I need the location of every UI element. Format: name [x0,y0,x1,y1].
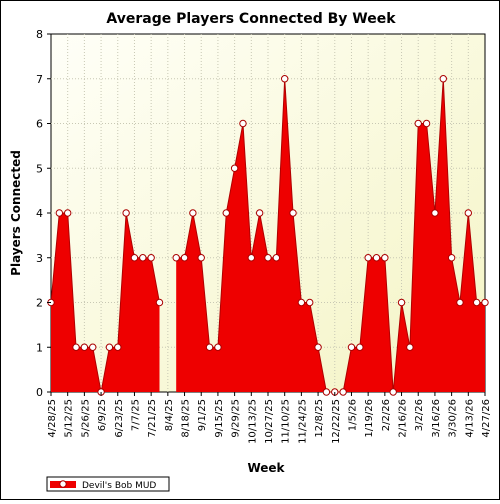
x-tick-label: 6/23/25 [114,399,125,438]
data-point [306,298,314,307]
data-point [322,388,331,396]
data-point [297,298,306,307]
series-line [176,78,485,393]
data-point [431,209,439,217]
data-point [239,119,247,128]
data-point [356,343,364,351]
data-point [155,298,164,307]
x-tick-label: 4/13/26 [464,399,475,438]
data-point [339,388,347,396]
x-tick-label: 9/1/25 [197,399,208,431]
x-tick-label: 5/12/25 [64,399,75,438]
x-tick-label: 12/22/25 [331,399,342,444]
data-point [364,254,372,262]
x-tick-label: 11/10/25 [281,399,292,444]
data-point [122,209,130,217]
x-tick-label: 10/27/25 [264,399,275,444]
data-point [205,343,214,351]
y-tick-label: 7 [36,73,43,86]
data-point [406,343,414,351]
y-tick-label: 4 [36,207,43,220]
x-tick-label: 3/16/26 [431,399,442,438]
x-tick-label: 3/2/26 [414,399,425,431]
data-point [481,298,489,307]
y-tick-label: 5 [36,162,43,175]
x-tick-label: 2/2/26 [381,399,392,431]
y-tick-label: 1 [36,341,43,354]
data-point [372,254,381,262]
data-point [280,75,289,83]
data-point [147,254,155,262]
x-tick-label: 9/15/25 [214,399,225,438]
x-tick-label: 6/9/25 [97,399,108,431]
x-tick-label: 1/5/26 [347,399,358,431]
x-tick-label: 4/27/26 [481,399,492,438]
x-tick-label: 3/30/26 [448,399,459,438]
legend-box [46,476,170,492]
data-point [63,209,72,217]
data-point [447,254,456,262]
x-tick-label: 8/4/25 [164,399,175,431]
data-point [472,298,481,307]
y-tick-label: 3 [36,252,43,265]
data-point [289,209,297,217]
data-point [80,343,89,351]
y-axis-title: Players Connected [9,150,23,276]
data-point [72,343,80,351]
data-point [272,254,281,262]
data-point [89,343,97,351]
data-point [439,75,447,83]
x-tick-label: 8/18/25 [181,399,192,438]
data-point [222,209,230,217]
data-point [347,343,356,351]
data-point [139,254,147,262]
legend-marker [59,480,67,488]
data-point [414,119,422,128]
series-area [176,78,485,392]
data-point [55,209,64,217]
data-point [422,119,431,128]
data-point [397,298,406,307]
chart-title: Average Players Connected By Week [106,11,396,27]
data-point [264,254,272,262]
x-axis-ticks: 4/28/25 5/12/25 5/26/25 6/9/25 6/23/25 7/7/25… [47,392,492,444]
data-point [456,298,464,307]
data-point [172,254,180,262]
x-tick-label: 7/7/25 [130,399,141,431]
x-tick-label: 12/8/25 [314,399,325,438]
y-tick-label: 0 [36,386,43,399]
x-tick-label: 1/19/26 [364,399,375,438]
data-point [114,343,122,351]
data-point [189,209,197,217]
data-point [255,209,264,217]
y-tick-label: 8 [36,28,43,41]
y-tick-label: 2 [36,297,43,310]
x-tick-label: 2/16/26 [398,399,409,438]
data-point [197,254,205,262]
legend: Devil's Bob MUD [46,476,170,492]
x-tick-label: 10/13/25 [247,399,258,444]
data-point [105,343,114,351]
x-tick-label: 7/21/25 [147,399,158,438]
data-point [314,343,322,351]
x-tick-label: 11/24/25 [297,399,308,444]
data-point [389,388,397,396]
data-point [247,254,256,262]
data-point [230,164,239,172]
legend-label: Devil's Bob MUD [82,481,156,491]
data-point [214,343,222,351]
y-tick-label: 6 [36,118,43,131]
y-axis-ticks: 0 1 2 3 4 5 6 7 8 [36,28,51,399]
data-point [464,209,473,217]
x-tick-label: 5/26/25 [80,399,91,438]
x-tick-label: 4/28/25 [47,399,58,438]
data-point [381,254,389,262]
data-point [130,254,139,262]
x-axis-title: Week [247,461,285,475]
data-point [180,254,189,262]
x-tick-label: 9/29/25 [231,399,242,438]
